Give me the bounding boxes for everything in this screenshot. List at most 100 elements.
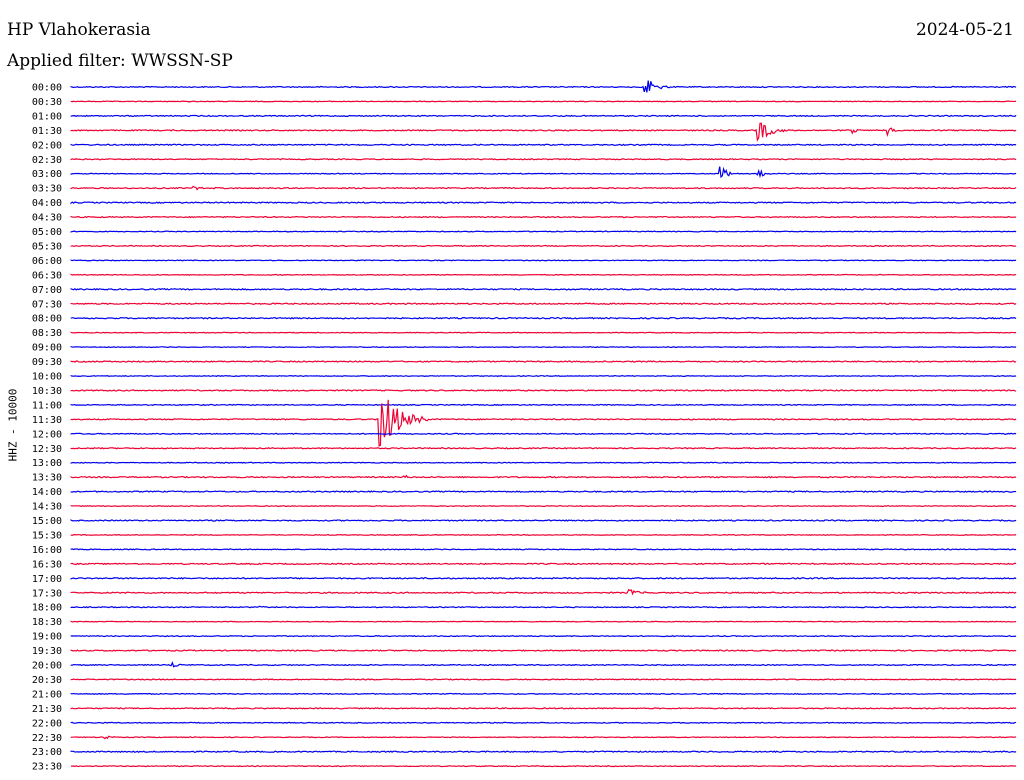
filter-label: Applied filter: WWSSN-SP — [7, 51, 233, 71]
time-label-group: 00:00 00:30 01:00 01:30 02:00 02:30 03:00 03:30… — [32, 83, 62, 773]
tick-label-0500: 05:00 — [32, 227, 62, 238]
tick-label-1400: 14:00 — [32, 487, 62, 498]
tick-label-1800: 18:00 — [32, 603, 62, 614]
trace-line-0200 — [70, 143, 1017, 147]
tick-label-1600: 16:00 — [32, 545, 62, 556]
trace-line-0930 — [70, 360, 1017, 363]
trace-line-0900 — [70, 346, 1017, 349]
tick-label-1330: 13:30 — [32, 473, 62, 484]
tick-label-1030: 10:30 — [32, 386, 62, 397]
tick-label-1230: 12:30 — [32, 444, 62, 455]
trace-line-1230 — [70, 447, 1017, 450]
trace-line-1830 — [70, 620, 1017, 623]
trace-line-0830 — [70, 331, 1017, 334]
tick-label-1630: 16:30 — [32, 559, 62, 570]
trace-line-2300 — [70, 750, 1017, 754]
tick-label-0600: 06:00 — [32, 256, 62, 267]
tick-label-1700: 17:00 — [32, 574, 62, 585]
tick-label-2030: 20:30 — [32, 675, 62, 686]
tick-label-2130: 21:30 — [32, 704, 62, 715]
trace-line-1730 — [70, 588, 1017, 596]
trace-line-0030 — [70, 100, 1017, 103]
trace-line-2030 — [70, 678, 1017, 681]
trace-line-0130 — [70, 122, 1017, 142]
trace-line-2130 — [70, 707, 1017, 710]
tick-label-0300: 03:00 — [32, 169, 62, 180]
trace-line-1900 — [70, 634, 1017, 638]
trace-line-1400 — [70, 490, 1017, 493]
tick-label-0830: 08:30 — [32, 328, 62, 339]
tick-label-0630: 06:30 — [32, 270, 62, 281]
tick-label-1300: 13:00 — [32, 458, 62, 469]
trace-group — [70, 80, 1017, 768]
trace-line-0300 — [70, 166, 1017, 179]
trace-line-2230 — [70, 735, 1017, 740]
tick-label-0330: 03:30 — [32, 184, 62, 195]
trace-line-1930 — [70, 649, 1017, 652]
trace-line-2330 — [71, 765, 1017, 768]
trace-line-1630 — [70, 562, 1017, 566]
trace-line-1330 — [70, 474, 1017, 479]
tick-label-0700: 07:00 — [32, 285, 62, 296]
trace-line-1200 — [70, 432, 1017, 435]
date-label: 2024-05-21 — [915, 20, 1014, 40]
trace-line-2200 — [70, 721, 1017, 724]
tick-label-1200: 12:00 — [32, 429, 62, 440]
trace-line-1500 — [70, 519, 1017, 522]
tick-label-0230: 02:30 — [32, 155, 62, 166]
trace-line-0530 — [70, 244, 1017, 248]
trace-line-0000 — [70, 80, 1017, 93]
trace-line-0330 — [70, 185, 1017, 191]
tick-label-0000: 00:00 — [32, 83, 62, 94]
trace-line-1000 — [70, 375, 1017, 377]
trace-line-1130 — [70, 399, 1017, 447]
tick-label-1530: 15:30 — [32, 530, 62, 541]
trace-line-0100 — [70, 114, 1017, 118]
tick-label-2330: 23:30 — [32, 762, 62, 773]
tick-label-2200: 22:00 — [32, 718, 62, 729]
trace-line-0730 — [70, 302, 1017, 306]
trace-line-1300 — [70, 461, 1017, 464]
tick-label-1000: 10:00 — [32, 372, 62, 383]
tick-label-2100: 21:00 — [32, 689, 62, 700]
tick-label-0130: 01:30 — [32, 126, 62, 137]
tick-label-0530: 05:30 — [32, 241, 62, 252]
tick-label-1130: 11:30 — [32, 415, 62, 426]
tick-label-2300: 23:00 — [32, 747, 62, 758]
trace-line-1430 — [70, 505, 1017, 508]
tick-label-0430: 04:30 — [32, 213, 62, 224]
tick-label-0400: 04:00 — [32, 198, 62, 209]
trace-line-0500 — [70, 230, 1017, 233]
trace-line-0800 — [70, 316, 1017, 320]
tick-label-1830: 18:30 — [32, 617, 62, 628]
tick-label-1930: 19:30 — [32, 646, 62, 657]
trace-line-1030 — [70, 389, 1017, 392]
tick-label-1500: 15:00 — [32, 516, 62, 527]
trace-line-1600 — [70, 548, 1017, 551]
trace-line-1100 — [70, 403, 1017, 407]
tick-label-1900: 19:00 — [32, 632, 62, 643]
tick-label-1430: 14:30 — [32, 502, 62, 513]
tick-label-2000: 20:00 — [32, 661, 62, 672]
trace-line-1800 — [70, 605, 1017, 609]
tick-label-1100: 11:00 — [32, 400, 62, 411]
trace-line-0630 — [70, 273, 1017, 276]
trace-line-0400 — [70, 201, 1017, 205]
trace-line-2100 — [70, 692, 1017, 696]
tick-label-0200: 02:00 — [32, 140, 62, 151]
trace-line-0230 — [70, 158, 1017, 161]
tick-label-0930: 09:30 — [32, 357, 62, 368]
tick-label-2230: 22:30 — [32, 733, 62, 744]
tick-label-0800: 08:00 — [32, 314, 62, 325]
trace-line-2000 — [70, 661, 1017, 668]
trace-line-0600 — [70, 259, 1017, 262]
tick-label-1730: 17:30 — [32, 588, 62, 599]
tick-label-0030: 00:30 — [32, 97, 62, 108]
tick-label-0100: 01:00 — [32, 111, 62, 122]
trace-line-0430 — [70, 215, 1017, 219]
trace-line-1700 — [70, 577, 1017, 580]
tick-label-0900: 09:00 — [32, 343, 62, 354]
tick-label-0730: 07:30 — [32, 299, 62, 310]
trace-line-0700 — [70, 287, 1017, 291]
